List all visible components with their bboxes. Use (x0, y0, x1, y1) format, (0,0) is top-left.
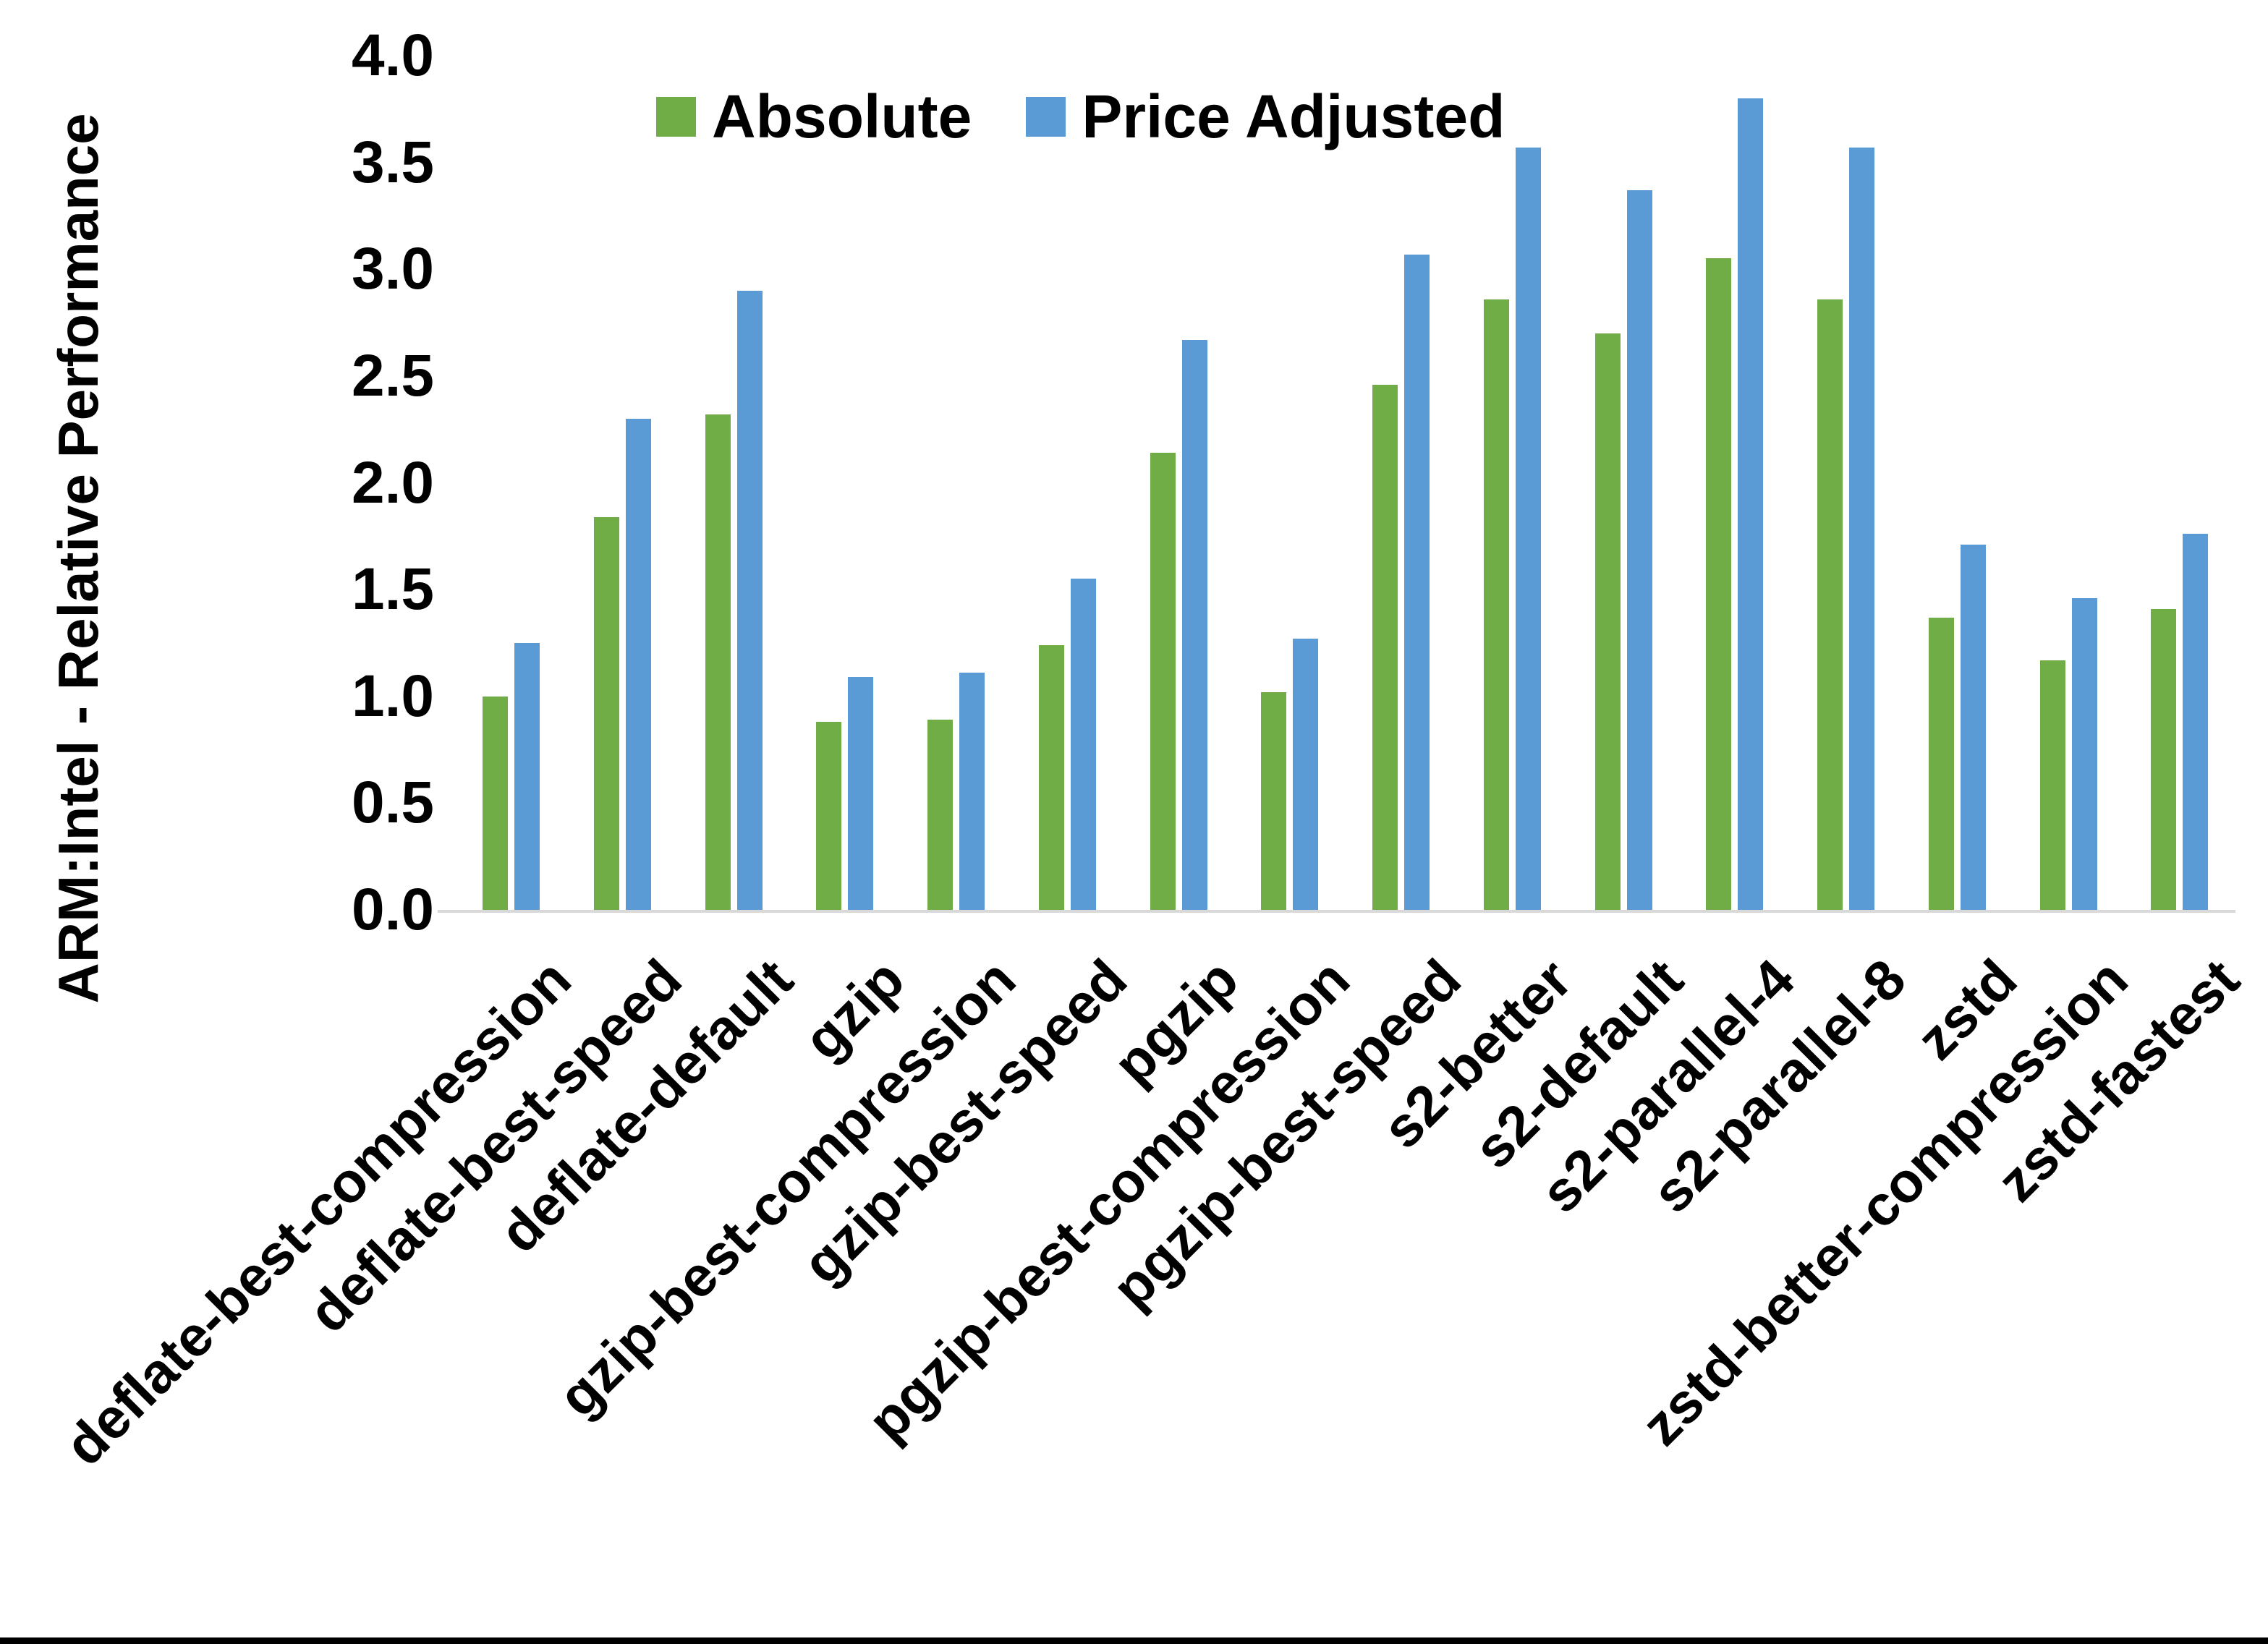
bar-absolute-s2-default (1594, 333, 1621, 910)
legend-label-price-adjusted: Price Adjusted (1082, 82, 1505, 150)
bar-absolute-zstd (1928, 617, 1954, 910)
legend-swatch-absolute-icon (656, 96, 696, 137)
bar-absolute-pgzip-best-speed (1372, 384, 1398, 910)
bar-absolute-deflate-default (705, 414, 731, 910)
bar-absolute-s2-parallel-8 (1817, 299, 1843, 910)
bar-absolute-deflate-best-speed (593, 516, 619, 910)
bar-price-adjusted-deflate-best-compression (514, 642, 540, 910)
bar-price-adjusted-s2-parallel-8 (1849, 147, 1874, 910)
bar-absolute-pgzip (1150, 453, 1176, 910)
x-axis-line (438, 910, 2235, 913)
bar-price-adjusted-s2-default (1626, 190, 1652, 910)
y-tick-label-2.5: 2.5 (352, 342, 434, 409)
bar-price-adjusted-zstd-better-compression (2071, 597, 2097, 910)
bar-absolute-gzip (816, 722, 842, 910)
y-axis-title: ARM:Intel - Relative Performance (46, 113, 110, 1004)
y-tick-label-1.5: 1.5 (352, 556, 434, 623)
bar-price-adjusted-pgzip (1181, 339, 1207, 910)
bar-price-adjusted-pgzip-best-speed (1404, 254, 1430, 910)
bar-price-adjusted-gzip-best-speed (1070, 579, 1096, 910)
y-tick-label-3.0: 3.0 (352, 236, 434, 302)
y-tick-label-0.5: 0.5 (352, 770, 434, 836)
bar-price-adjusted-deflate-default (736, 290, 763, 910)
bar-absolute-zstd-fastest (2151, 608, 2177, 910)
legend-label-absolute: Absolute (712, 82, 972, 150)
bottom-border (0, 1637, 2268, 1644)
y-tick-label-2.0: 2.0 (352, 449, 434, 516)
bar-price-adjusted-s2-parallel-4 (1738, 98, 1764, 910)
y-tick-label-4.0: 4.0 (352, 22, 434, 88)
y-tick-label-3.5: 3.5 (352, 129, 434, 195)
legend: Absolute Price Adjusted (656, 74, 1505, 158)
bar-absolute-gzip-best-compression (927, 720, 953, 910)
bar-price-adjusted-deflate-best-speed (625, 418, 651, 910)
bar-absolute-deflate-best-compression (483, 696, 508, 910)
y-tick-label-0.0: 0.0 (352, 877, 434, 942)
y-tick-label-1.0: 1.0 (352, 663, 434, 729)
bar-price-adjusted-gzip-best-compression (959, 673, 985, 910)
bar-price-adjusted-gzip (848, 677, 874, 910)
bar-absolute-gzip-best-speed (1038, 644, 1064, 910)
bar-absolute-s2-parallel-4 (1706, 258, 1732, 910)
bar-price-adjusted-s2-better (1515, 147, 1541, 910)
bar-price-adjusted-zstd (1960, 545, 1986, 910)
legend-swatch-price-adjusted-icon (1026, 96, 1066, 137)
bar-price-adjusted-zstd-fastest (2183, 534, 2209, 910)
bar-absolute-pgzip-best-compression (1261, 691, 1287, 910)
bar-price-adjusted-pgzip-best-compression (1293, 639, 1319, 910)
bar-absolute-s2-better (1483, 299, 1509, 910)
bar-absolute-zstd-better-compression (2039, 660, 2065, 910)
